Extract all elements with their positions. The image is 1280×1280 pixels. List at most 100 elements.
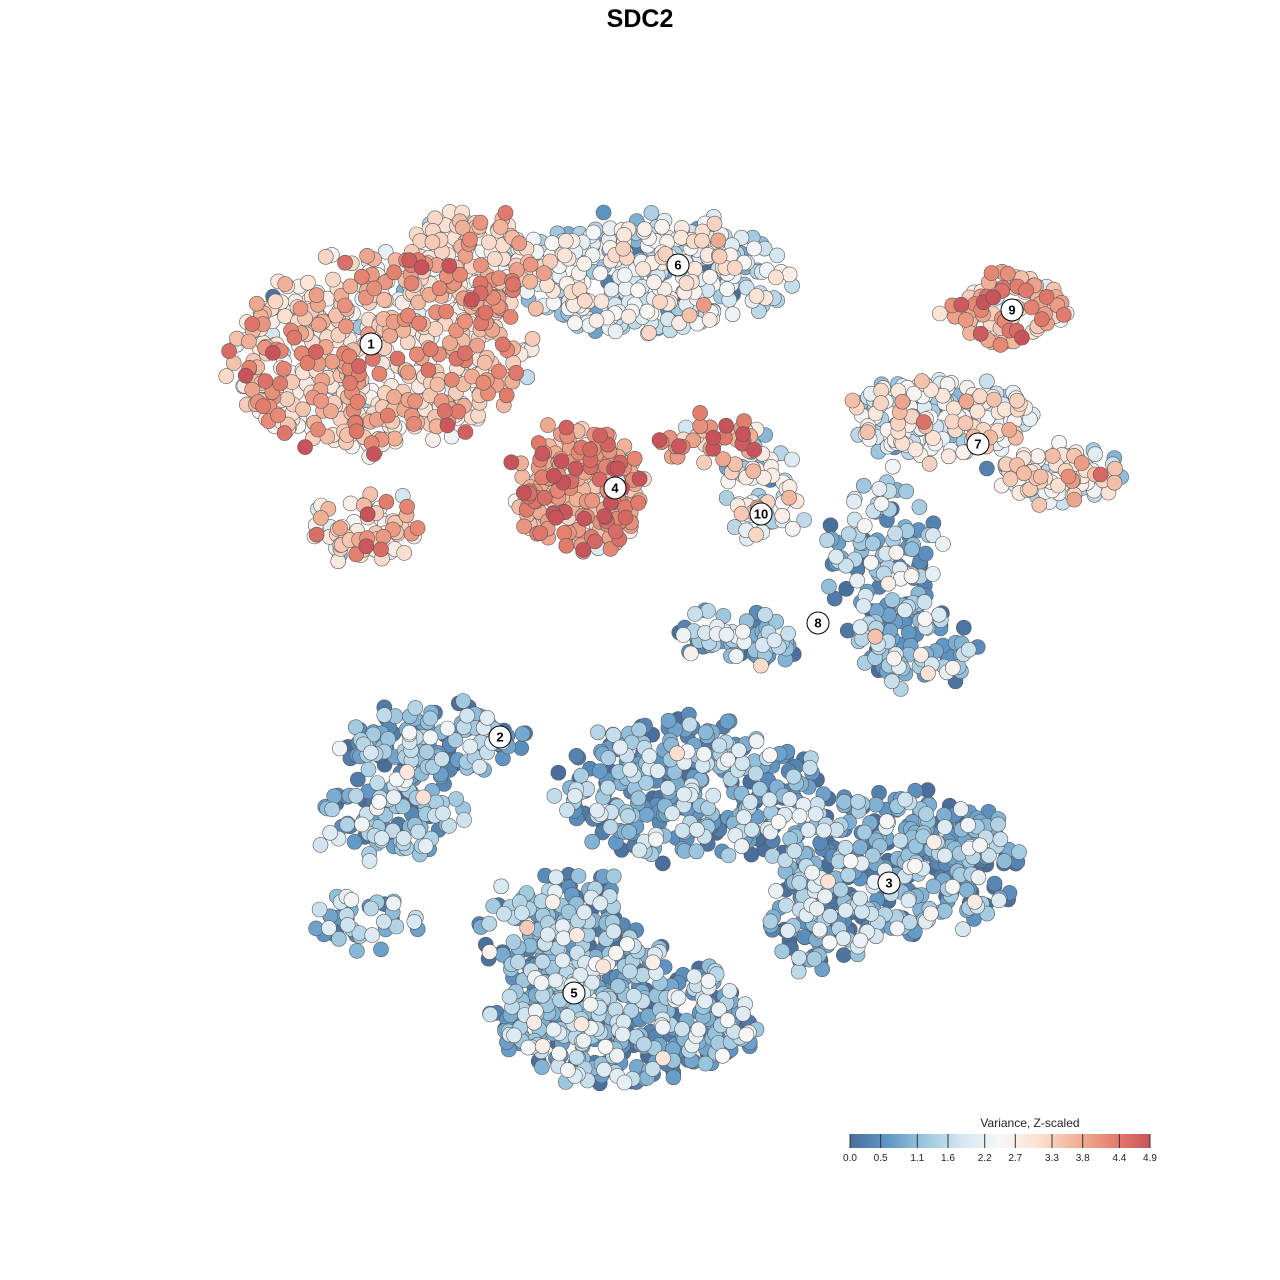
cell-point-cluster-1 <box>436 403 453 419</box>
cell-point-cluster-5 <box>591 763 608 779</box>
cell-point-cluster-10 <box>796 512 812 528</box>
cell-point-cluster-1 <box>389 350 406 367</box>
cell-point-cluster-4 <box>515 484 532 501</box>
legend-tick-label: 1.1 <box>910 1153 924 1164</box>
cell-point-cluster-10 <box>745 463 762 480</box>
cell-point-cluster-5 <box>714 1048 731 1064</box>
cell-point-cluster-5 <box>648 831 664 848</box>
cell-point-cluster-5 <box>534 1038 551 1054</box>
cell-point-cluster-1 <box>248 295 265 312</box>
cell-point-cluster-6 <box>694 232 710 249</box>
cluster-label-1: 1 <box>359 332 383 356</box>
cell-point-cluster-5 <box>622 761 638 778</box>
cell-point-cluster-1 <box>386 430 403 447</box>
cell-point-cluster-5 <box>636 1036 652 1053</box>
cell-point-cluster-3 <box>822 908 838 924</box>
cell-point-cluster-1 <box>396 545 413 561</box>
cell-point-cluster-1 <box>424 234 441 250</box>
cell-point-cluster-5 <box>735 809 752 826</box>
cell-point-cluster-6 <box>652 294 668 310</box>
cell-point-cluster-7 <box>940 448 957 465</box>
cell-point-cluster-3 <box>800 822 817 838</box>
cell-point-cluster-6 <box>595 204 612 221</box>
cell-point-cluster-1 <box>476 354 493 371</box>
cell-point-cluster-7 <box>1106 474 1123 491</box>
cell-point-cluster-3 <box>944 878 961 895</box>
cell-point-cluster-2 <box>406 913 423 930</box>
cell-point-cluster-3 <box>850 793 866 810</box>
cell-point-cluster-2 <box>459 707 476 724</box>
cell-point-cluster-6 <box>616 227 632 243</box>
cell-point-cluster-1 <box>221 343 237 359</box>
cell-point-cluster-6 <box>615 240 632 257</box>
cell-point-cluster-8 <box>880 575 897 592</box>
cell-point-cluster-8 <box>675 627 692 643</box>
cell-point-cluster-1 <box>502 309 519 325</box>
cell-point-cluster-6 <box>654 219 670 235</box>
legend-tick-label: 3.3 <box>1045 1153 1059 1164</box>
cell-point-cluster-9 <box>972 325 989 342</box>
cell-point-cluster-6 <box>616 267 633 283</box>
cell-point-cluster-2 <box>349 771 366 788</box>
cell-point-cluster-2 <box>447 732 464 749</box>
cell-point-cluster-4 <box>705 429 722 446</box>
cell-point-cluster-4 <box>696 454 712 471</box>
cell-point-cluster-6 <box>593 293 610 310</box>
cell-point-cluster-4 <box>536 489 553 506</box>
cluster-label-text: 4 <box>611 481 619 496</box>
cell-point-cluster-8 <box>920 665 936 682</box>
cell-point-cluster-8 <box>780 625 797 642</box>
cell-point-cluster-5 <box>519 919 536 936</box>
cell-point-cluster-6 <box>567 315 583 332</box>
cell-point-cluster-5 <box>482 1006 499 1023</box>
cell-point-cluster-5 <box>620 808 636 824</box>
cell-point-cluster-1 <box>359 506 376 523</box>
cell-point-cluster-8 <box>828 548 845 565</box>
cell-point-cluster-5 <box>496 905 512 922</box>
cell-point-cluster-3 <box>986 875 1003 892</box>
cell-point-cluster-5 <box>559 802 575 818</box>
cell-point-cluster-3 <box>835 947 852 963</box>
cell-point-cluster-9 <box>999 265 1016 282</box>
cell-point-cluster-8 <box>863 554 879 571</box>
cell-point-cluster-1 <box>378 493 395 510</box>
cell-point-cluster-5 <box>735 1006 751 1022</box>
cell-point-cluster-5 <box>697 1055 714 1072</box>
cell-point-cluster-1 <box>276 425 293 441</box>
cell-point-cluster-1 <box>494 336 511 353</box>
cell-point-cluster-3 <box>953 801 969 817</box>
cell-point-cluster-5 <box>605 727 622 743</box>
cell-point-cluster-5 <box>631 842 648 859</box>
cell-point-cluster-5 <box>573 767 589 784</box>
cell-point-cluster-5 <box>761 791 778 808</box>
cell-point-cluster-1 <box>358 538 375 555</box>
cell-point-cluster-9 <box>1038 289 1055 305</box>
cell-point-cluster-8 <box>888 544 905 561</box>
cell-point-cluster-3 <box>889 920 906 937</box>
cell-point-cluster-3 <box>1011 844 1027 860</box>
cell-point-cluster-8 <box>917 545 934 562</box>
cell-point-cluster-7 <box>1001 422 1018 438</box>
cluster-label-7: 7 <box>966 432 990 456</box>
cell-point-cluster-5 <box>785 768 802 785</box>
cell-point-cluster-6 <box>585 224 602 241</box>
cell-point-cluster-7 <box>1029 448 1046 465</box>
cell-point-cluster-8 <box>924 566 941 582</box>
cell-point-cluster-2 <box>321 920 337 936</box>
cell-point-cluster-4 <box>736 413 752 429</box>
cell-point-cluster-5 <box>573 1016 590 1032</box>
cell-point-cluster-2 <box>331 930 347 947</box>
cell-point-cluster-1 <box>297 439 313 455</box>
cell-point-cluster-5 <box>748 733 765 750</box>
cluster-label-text: 9 <box>1008 303 1015 318</box>
cell-point-cluster-1 <box>475 374 492 391</box>
cell-point-cluster-2 <box>324 801 341 818</box>
cell-point-cluster-5 <box>697 724 714 741</box>
cell-point-cluster-1 <box>310 316 327 333</box>
cell-point-cluster-1 <box>420 362 437 378</box>
cell-point-cluster-7 <box>1032 468 1049 485</box>
cell-point-cluster-1 <box>413 259 430 276</box>
cell-point-cluster-2 <box>371 793 387 810</box>
cell-point-cluster-2 <box>348 787 364 804</box>
cell-point-cluster-7 <box>1060 468 1077 485</box>
